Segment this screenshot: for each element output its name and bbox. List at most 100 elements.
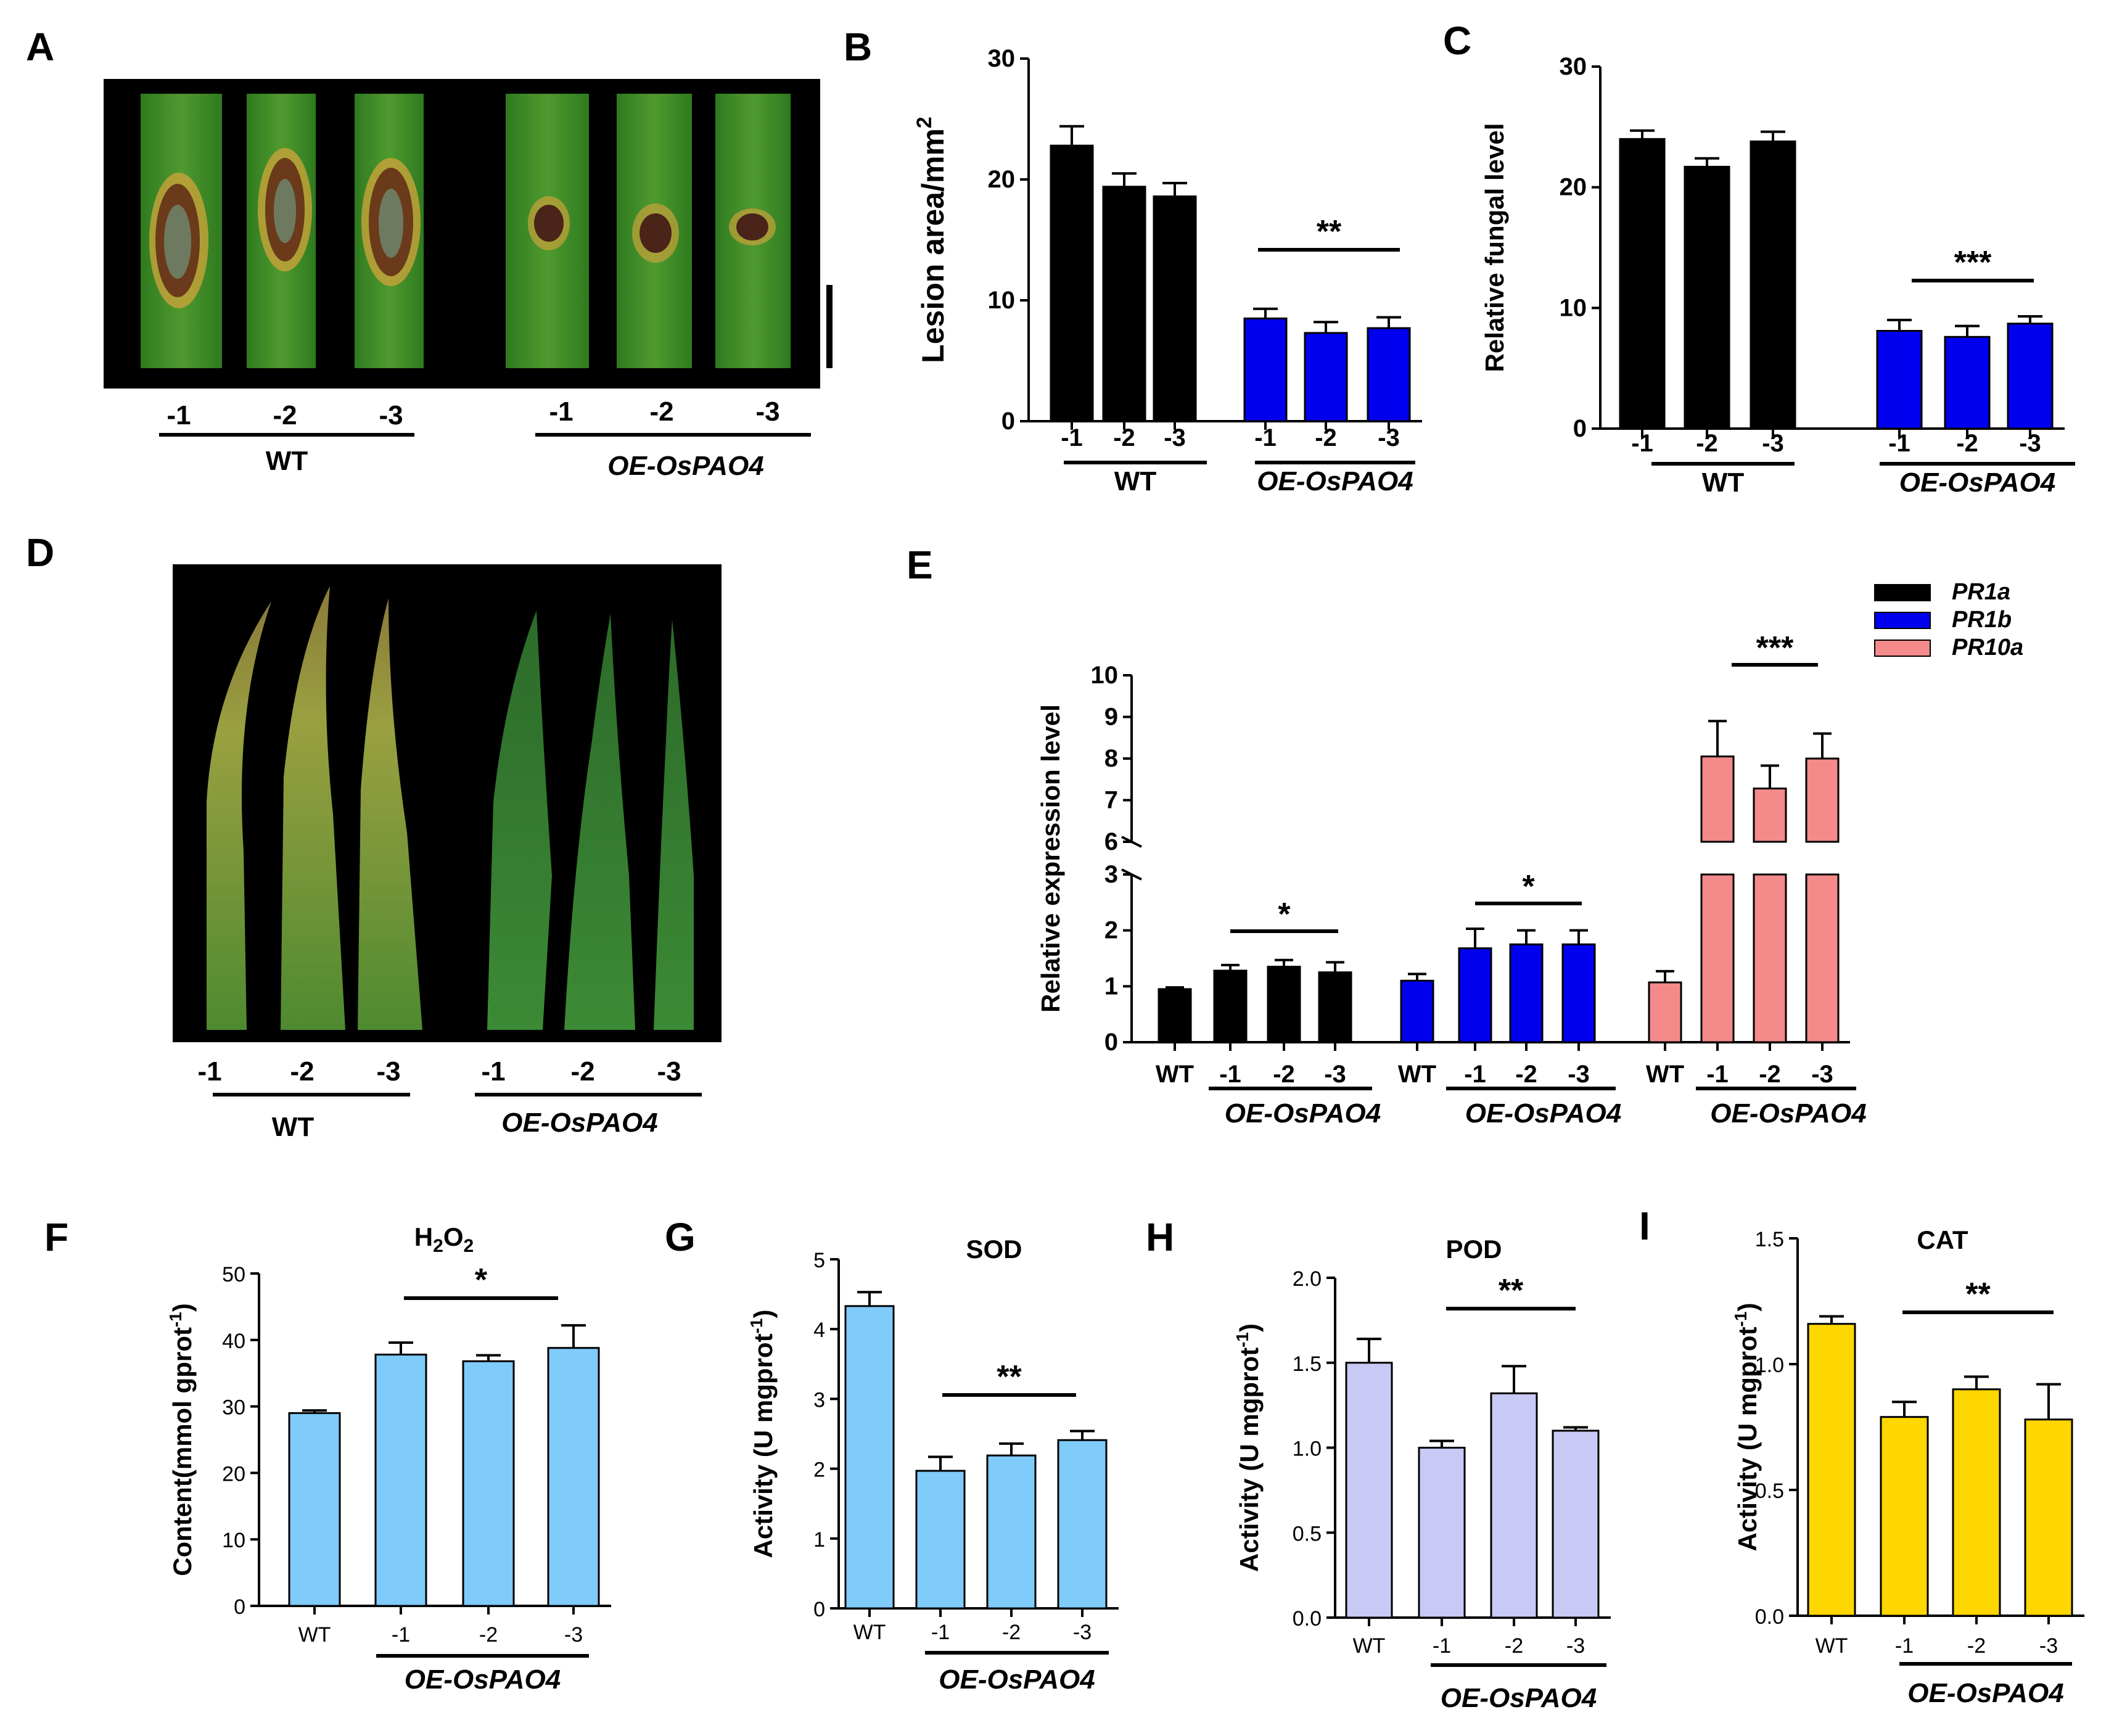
- chart-i-y-tick-label: 1.5: [1755, 1228, 1784, 1251]
- bar: [1345, 1362, 1393, 1619]
- x-tick-label: -1: [1061, 424, 1083, 451]
- photo-a-wt-2: -2: [273, 400, 297, 430]
- y-axis-title-text: ): [749, 1310, 778, 1318]
- chart-i-y-tick-label: 0.5: [1755, 1479, 1784, 1503]
- leaf-d-oe-2: [564, 614, 635, 1030]
- bar: [1213, 969, 1248, 1043]
- y-tick-label: 7: [1104, 787, 1118, 814]
- y-axis-title-text: Content(mmol gprot: [168, 1327, 197, 1576]
- chart-title-text: SOD: [966, 1235, 1022, 1264]
- photo-d-oe-2: -2: [570, 1056, 594, 1087]
- chart-b-y-tick-label: 20: [988, 166, 1016, 193]
- significance-stars: **: [1499, 1273, 1524, 1309]
- photo-d-wt-2: -2: [290, 1056, 314, 1087]
- bar: [1944, 335, 1991, 430]
- photo-a-oe-1: -1: [549, 397, 573, 427]
- legend-label: PR1a: [1952, 579, 2010, 605]
- y-axis-title-sup: -1: [1233, 1332, 1252, 1347]
- chart-f-y-tick-label: 40: [222, 1330, 245, 1353]
- leaf-oe-1: [506, 94, 589, 368]
- x-tick-label: -1: [1219, 1061, 1241, 1088]
- x-tick-label: -3: [1566, 1634, 1585, 1658]
- x-tick-label: WT: [1353, 1634, 1386, 1658]
- chart-title-sub: 2: [464, 1236, 474, 1256]
- y-axis-title-text: Lesion area/mm: [916, 128, 950, 363]
- chart-title-text: CAT: [1917, 1225, 1968, 1254]
- y-tick-label: 8: [1104, 745, 1118, 772]
- x-tick-label: -2: [1956, 430, 1978, 457]
- leaf-d-wt-1: [207, 601, 271, 1030]
- group-label-oe: OE-OsPAO4: [1710, 1098, 1866, 1129]
- chart-h-y-tick-label: 0.0: [1293, 1607, 1322, 1631]
- x-tick-label: -3: [1378, 424, 1400, 451]
- leaf-d-oe-1: [487, 611, 552, 1030]
- photo-d-labels: -1 -2 -3 WT -1 -2 -3 OE-OsPAO4: [197, 1056, 702, 1142]
- group-label-oe: OE-OsPAO4: [939, 1664, 1095, 1695]
- x-tick-label: -2: [1696, 430, 1718, 457]
- photo-a-wt-3: -3: [379, 400, 403, 430]
- chart-g-y-tick-label: 5: [813, 1249, 825, 1272]
- bar: [547, 1347, 600, 1607]
- significance-stars: **: [1965, 1277, 1991, 1312]
- y-axis-title-text: ): [1733, 1303, 1762, 1312]
- photo-d-wt-3: -3: [376, 1056, 400, 1087]
- x-tick-label: -2: [1315, 424, 1337, 451]
- bar: [1684, 165, 1730, 430]
- x-tick-label: -2: [479, 1623, 498, 1647]
- x-tick-label: -2: [1967, 1634, 1986, 1658]
- x-tick-label: -2: [1515, 1061, 1537, 1088]
- chart-i-y-tick-label: 1.0: [1755, 1354, 1784, 1377]
- photo-a: [104, 79, 833, 389]
- chart-title-text: H: [414, 1222, 433, 1251]
- y-axis-title: Activity (U mgprot-1): [747, 1310, 778, 1558]
- chart-b: 0 10 20 30 -1 -2 -3 -1 -2 -3 WT OE-OsPAO4 ** Lesion a…: [913, 45, 1422, 496]
- y-axis-title-text: Activity (U mgprot: [1733, 1327, 1762, 1551]
- x-tick-label: -3: [1324, 1061, 1346, 1088]
- bar: [986, 1454, 1037, 1610]
- y-axis-title-text: Relative fungal level: [1480, 123, 1509, 372]
- x-tick-label: -2: [1002, 1621, 1021, 1644]
- group-label-wt: WT: [1702, 467, 1745, 498]
- bar: [1552, 1430, 1600, 1619]
- x-tick-label: -3: [2019, 430, 2041, 457]
- x-tick-label: WT: [1156, 1061, 1194, 1088]
- bar: [1243, 317, 1288, 422]
- bar: [1102, 186, 1146, 422]
- legend-label: PR10a: [1952, 635, 2023, 660]
- bar: [1561, 943, 1596, 1043]
- chart-title-text: O: [443, 1222, 464, 1251]
- x-tick-label: WT: [1646, 1061, 1684, 1088]
- x-tick-label: -3: [1811, 1061, 1833, 1088]
- x-tick-label: WT: [853, 1621, 886, 1644]
- legend-label: PR1b: [1952, 607, 2012, 633]
- photo-d-wt-group: WT: [272, 1112, 315, 1142]
- group-label-oe: OE-OsPAO4: [1907, 1678, 2063, 1708]
- chart-h-y-tick-label: 2.0: [1293, 1267, 1322, 1291]
- x-tick-label: -1: [1254, 424, 1277, 451]
- chart-c: 0 10 20 30 -1 -2 -3 -1 -2 -3 WT OE-OsPAO4 *** Relativ…: [1480, 53, 2075, 498]
- photo-d: [173, 564, 722, 1042]
- chart-h-y-tick-label: 1.0: [1293, 1438, 1322, 1461]
- bar: [1619, 138, 1666, 430]
- photo-a-background: [104, 79, 820, 389]
- x-tick-label: -3: [1164, 424, 1186, 451]
- bar: [844, 1305, 895, 1610]
- legend-swatch: [1874, 612, 1931, 629]
- y-tick-label: 9: [1104, 704, 1118, 731]
- x-tick-label: -3: [564, 1623, 583, 1647]
- significance-stars: *: [1522, 869, 1535, 905]
- bar: [1490, 1392, 1538, 1619]
- chart-i: 0.0 0.5 1.0 1.5 WT -1 -2 -3 OE-OsPAO4 ** CAT Activi…: [1731, 1225, 2084, 1708]
- x-tick-label: -1: [1706, 1061, 1729, 1088]
- y-axis-title-text: Activity (U mgprot: [1235, 1347, 1264, 1572]
- y-tick-label: 3: [1104, 861, 1118, 888]
- photo-a-oe-group: OE-OsPAO4: [607, 451, 763, 481]
- significance-stars: **: [997, 1359, 1022, 1395]
- chart-g-y-tick-label: 2: [813, 1458, 825, 1482]
- leaf-d-wt-3: [358, 598, 422, 1030]
- x-tick-label: WT: [298, 1623, 331, 1647]
- panel-label-d: D: [26, 530, 54, 575]
- photo-d-oe-group: OE-OsPAO4: [501, 1108, 657, 1138]
